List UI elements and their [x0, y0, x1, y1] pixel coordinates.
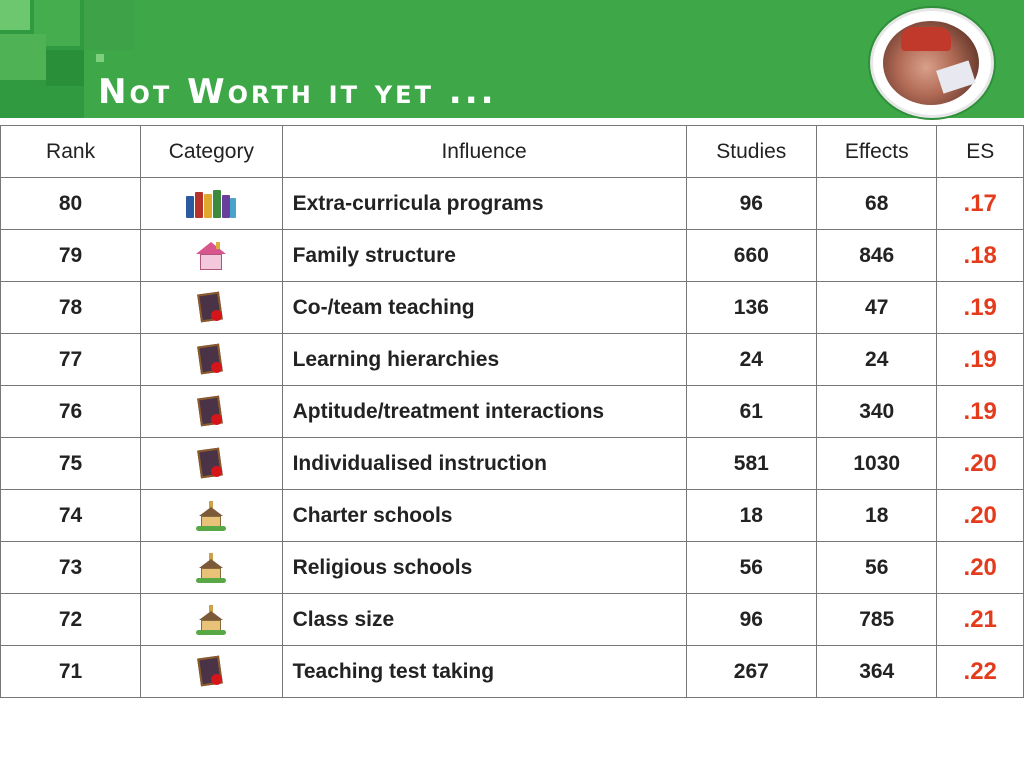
category-cell [140, 229, 283, 282]
slate-apple-icon [197, 655, 225, 687]
es-cell: .21 [936, 593, 1024, 646]
studies-cell: 96 [685, 593, 818, 646]
effects-cell: 1030 [815, 437, 938, 490]
slate-apple-icon [197, 395, 225, 427]
es-cell: .18 [936, 229, 1024, 282]
header-influence: Influence [281, 125, 687, 178]
influence-table: Rank Category Influence Studies Effects … [0, 125, 1024, 698]
influence-cell: Religious schools [281, 541, 687, 594]
influence-cell: Learning hierarchies [281, 333, 687, 386]
studies-cell: 24 [685, 333, 818, 386]
influence-cell: Co-/team teaching [281, 281, 687, 334]
table-header-row: Rank Category Influence Studies Effects … [0, 125, 1024, 178]
es-cell: .22 [936, 645, 1024, 698]
studies-cell: 96 [685, 177, 818, 230]
rank-cell: 78 [0, 281, 142, 334]
influence-cell: Teaching test taking [281, 645, 687, 698]
header-rank: Rank [0, 125, 142, 178]
effects-cell: 846 [815, 229, 938, 282]
table-row: 80 Extra-curricula programs 96 68.17 [0, 177, 1024, 230]
influence-cell: Class size [281, 593, 687, 646]
header-bar [84, 0, 1024, 118]
studies-cell: 267 [685, 645, 818, 698]
school-icon [196, 552, 227, 583]
es-cell: .19 [936, 333, 1024, 386]
influence-cell: Charter schools [281, 489, 687, 542]
influence-cell: Family structure [281, 229, 687, 282]
category-cell [140, 489, 283, 542]
rank-cell: 71 [0, 645, 142, 698]
influence-cell: Extra-curricula programs [281, 177, 687, 230]
influence-cell: Aptitude/treatment interactions [281, 385, 687, 438]
effects-cell: 364 [815, 645, 938, 698]
studies-cell: 56 [685, 541, 818, 594]
presenter-photo [870, 8, 994, 118]
category-cell [140, 177, 283, 230]
rank-cell: 73 [0, 541, 142, 594]
table-row: 78 Co-/team teaching 136 47.19 [0, 281, 1024, 334]
header-studies: Studies [685, 125, 818, 178]
category-cell [140, 437, 283, 490]
studies-cell: 18 [685, 489, 818, 542]
rank-cell: 79 [0, 229, 142, 282]
effects-cell: 785 [815, 593, 938, 646]
rank-cell: 74 [0, 489, 142, 542]
slate-apple-icon [197, 291, 225, 323]
rank-cell: 72 [0, 593, 142, 646]
slide-title: Not Worth it yet ... [98, 72, 497, 112]
table-row: 75 Individualised instruction 581 1030.20 [0, 437, 1024, 490]
table-row: 77 Learning hierarchies 24 24.19 [0, 333, 1024, 386]
hat-image [901, 27, 951, 51]
table-row: 79 Family structure 660 846.18 [0, 229, 1024, 282]
table-row: 73 Religious schools 56 56.20 [0, 541, 1024, 594]
es-cell: .20 [936, 437, 1024, 490]
decor-square [84, 0, 134, 50]
effects-cell: 47 [815, 281, 938, 334]
category-cell [140, 385, 283, 438]
decor-square [46, 50, 84, 86]
house-icon [196, 241, 227, 270]
category-cell [140, 645, 283, 698]
rank-cell: 76 [0, 385, 142, 438]
header-effects: Effects [815, 125, 938, 178]
rank-cell: 75 [0, 437, 142, 490]
table-row: 74 Charter schools 18 18.20 [0, 489, 1024, 542]
books-icon [186, 189, 237, 218]
slate-apple-icon [197, 447, 225, 479]
influence-cell: Individualised instruction [281, 437, 687, 490]
table-row: 76 Aptitude/treatment interactions 61 340.1… [0, 385, 1024, 438]
slate-apple-icon [197, 343, 225, 375]
table-row: 71 Teaching test taking 267 364.22 [0, 645, 1024, 698]
effects-cell: 340 [815, 385, 938, 438]
category-cell [140, 281, 283, 334]
studies-cell: 581 [685, 437, 818, 490]
effects-cell: 24 [815, 333, 938, 386]
es-cell: .19 [936, 385, 1024, 438]
table-row: 72 Class size 96 785.21 [0, 593, 1024, 646]
rank-cell: 80 [0, 177, 142, 230]
school-icon [196, 604, 227, 635]
studies-cell: 61 [685, 385, 818, 438]
decor-square [96, 54, 104, 62]
decor-square [0, 34, 46, 80]
category-cell [140, 333, 283, 386]
effects-cell: 56 [815, 541, 938, 594]
decor-square [0, 0, 30, 30]
es-cell: .17 [936, 177, 1024, 230]
es-cell: .20 [936, 489, 1024, 542]
category-cell [140, 593, 283, 646]
studies-cell: 136 [685, 281, 818, 334]
studies-cell: 660 [685, 229, 818, 282]
rank-cell: 77 [0, 333, 142, 386]
header-category: Category [140, 125, 283, 178]
school-icon [196, 500, 227, 531]
es-cell: .20 [936, 541, 1024, 594]
es-cell: .19 [936, 281, 1024, 334]
header-es: ES [936, 125, 1024, 178]
effects-cell: 18 [815, 489, 938, 542]
effects-cell: 68 [815, 177, 938, 230]
category-cell [140, 541, 283, 594]
